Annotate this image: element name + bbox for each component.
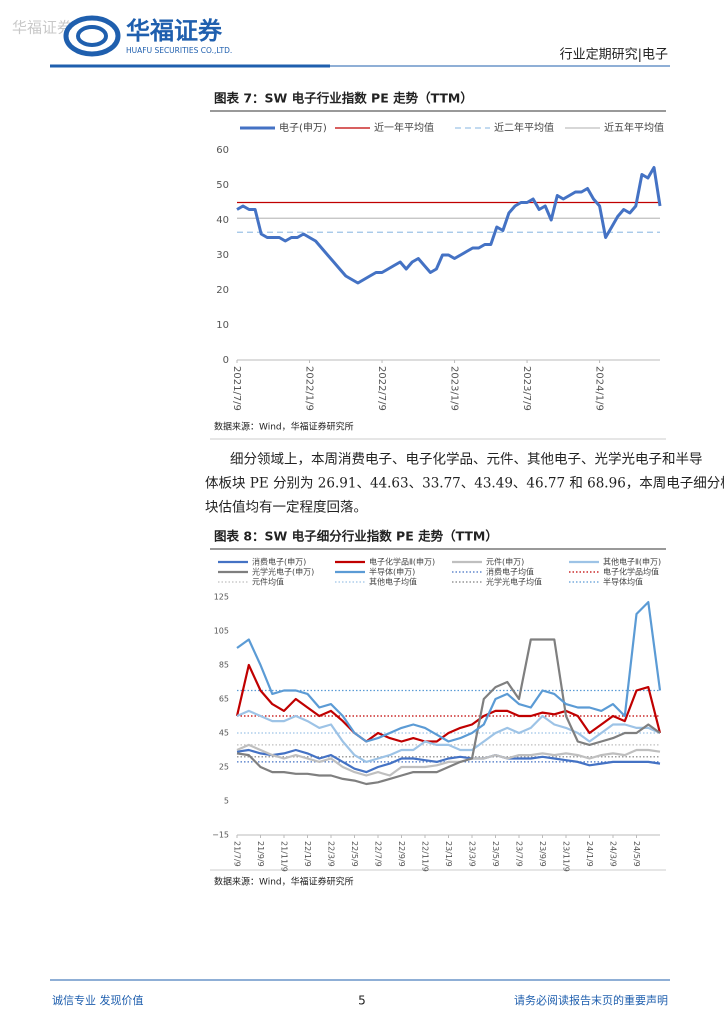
footer-slogan: 诚信专业 发现价值 — [52, 993, 144, 1007]
paragraph-line: 块估值均有一定程度回落。 — [205, 500, 367, 516]
logo-icon — [63, 15, 121, 57]
x-tick-label: 2024/1/9 — [594, 366, 605, 411]
legend-label: 光学光电子均值 — [486, 577, 542, 587]
legend-label: 近二年平均值 — [494, 121, 554, 134]
y-tick-label: 85 — [219, 661, 229, 670]
paragraph-line: 体板块 PE 分别为 26.91、44.63、33.77、43.49、46.77… — [205, 476, 724, 492]
y-tick-label: 25 — [219, 763, 229, 772]
legend-label: 元件均值 — [252, 577, 284, 587]
watermark: 华福证券 — [12, 19, 72, 37]
x-tick-label: 2022/7/9 — [376, 366, 387, 411]
series-line — [236, 638, 661, 786]
x-tick-label: 23/11/9 — [562, 841, 571, 872]
x-tick-label: 22/7/9 — [374, 841, 383, 867]
x-tick-label: 23/5/9 — [491, 841, 500, 867]
y-tick-label: −15 — [212, 831, 229, 840]
y-tick-label: 60 — [216, 145, 229, 156]
legend-label: 近五年平均值 — [604, 121, 664, 134]
legend-label: 其他电子Ⅱ(申万) — [603, 557, 661, 567]
x-tick-label: 22/1/9 — [303, 841, 312, 867]
x-tick-label: 22/5/9 — [350, 841, 359, 867]
legend-label: 其他电子均值 — [369, 577, 417, 587]
legend-label: 元件(申万) — [486, 557, 524, 567]
legend-label: 光学光电子(申万) — [252, 567, 314, 577]
x-tick-label: 2022/1/9 — [304, 366, 315, 411]
x-tick-label: 24/5/9 — [632, 841, 641, 867]
figure-source: 数据来源：Wind，华福证券研究所 — [214, 421, 354, 433]
legend-label: 近一年平均值 — [374, 121, 434, 134]
x-tick-label: 23/9/9 — [538, 841, 547, 867]
x-tick-label: 22/11/9 — [421, 841, 430, 872]
figure-title: 图表 7：SW 电子行业指数 PE 走势（TTM） — [214, 91, 473, 106]
x-tick-label: 21/7/9 — [233, 841, 242, 867]
y-tick-label: 0 — [223, 355, 229, 366]
legend-label: 消费电子均值 — [486, 567, 534, 577]
y-tick-label: 65 — [219, 695, 229, 704]
series-line — [236, 166, 662, 285]
series-line — [235, 663, 662, 743]
y-tick-label: 10 — [216, 320, 229, 331]
series-line — [236, 743, 661, 777]
y-tick-label: 50 — [216, 180, 229, 191]
x-tick-label: 22/3/9 — [327, 841, 336, 867]
footer-note: 请务必阅读报告末页的重要声明 — [514, 993, 668, 1007]
y-tick-label: 30 — [216, 250, 229, 261]
legend-label: 电子化学品Ⅱ(申万) — [369, 557, 435, 567]
figure-title: 图表 8：SW 电子细分行业指数 PE 走势（TTM） — [214, 529, 498, 544]
y-tick-label: 20 — [216, 285, 229, 296]
paragraph-line: 细分领域上，本周消费电子、电子化学品、元件、其他电子、光学光电子和半导 — [230, 452, 703, 468]
legend-label: 电子化学品均值 — [603, 567, 659, 577]
x-tick-label: 23/3/9 — [468, 841, 477, 867]
legend-label: 半导体(申万) — [369, 567, 415, 577]
report-type: 行业定期研究|电子 — [560, 48, 668, 63]
y-tick-label: 45 — [219, 729, 229, 738]
page-number: 5 — [358, 994, 366, 1008]
series-line — [236, 748, 661, 774]
x-tick-label: 24/3/9 — [609, 841, 618, 867]
y-tick-label: 105 — [214, 627, 229, 636]
x-tick-label: 2021/7/9 — [231, 366, 242, 411]
x-tick-label: 23/7/9 — [515, 841, 524, 867]
logo-subtext: HUAFU SECURITIES CO.,LTD. — [126, 46, 232, 55]
legend-label: 半导体均值 — [603, 577, 643, 587]
legend-label: 电子(申万) — [279, 121, 327, 134]
legend-label: 消费电子(申万) — [252, 557, 306, 567]
x-tick-label: 21/11/9 — [280, 841, 289, 872]
x-tick-label: 2023/7/9 — [521, 366, 532, 411]
y-tick-label: 40 — [216, 215, 229, 226]
y-tick-label: 125 — [214, 593, 229, 602]
logo-text: 华福证券 — [126, 17, 223, 45]
x-tick-label: 23/1/9 — [444, 841, 453, 867]
figure-source: 数据来源：Wind，华福证券研究所 — [214, 876, 354, 888]
series-line — [236, 709, 661, 764]
x-tick-label: 2023/1/9 — [449, 366, 460, 411]
x-tick-label: 22/9/9 — [397, 841, 406, 867]
x-tick-label: 24/1/9 — [585, 841, 594, 867]
series-line — [236, 600, 662, 743]
y-tick-label: 5 — [224, 797, 229, 806]
x-tick-label: 21/9/9 — [256, 841, 265, 867]
